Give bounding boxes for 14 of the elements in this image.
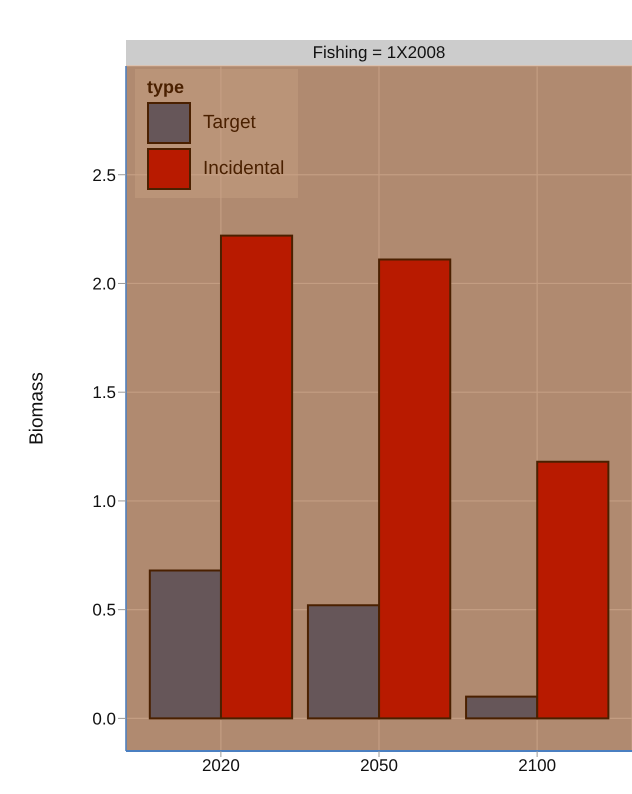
y-tick-label: 2.5 xyxy=(92,166,116,185)
legend-label: Target xyxy=(203,112,256,134)
chart-title: Fishing = 1X2008 xyxy=(126,40,632,65)
y-tick-label: 0.5 xyxy=(92,600,116,620)
y-tick-label: 1.5 xyxy=(92,383,116,402)
y-tick-label: 2.0 xyxy=(92,274,116,294)
y-tick-label: 0.0 xyxy=(92,709,116,728)
x-tick-label: 2050 xyxy=(360,756,398,776)
legend-label: Incidental xyxy=(203,158,284,180)
y-tick-label: 1.0 xyxy=(92,492,116,511)
x-tick-label: 2020 xyxy=(202,756,240,776)
y-axis-title: Biomass xyxy=(26,372,48,445)
x-tick-label: 2100 xyxy=(518,756,556,776)
legend-title: type xyxy=(147,77,186,98)
